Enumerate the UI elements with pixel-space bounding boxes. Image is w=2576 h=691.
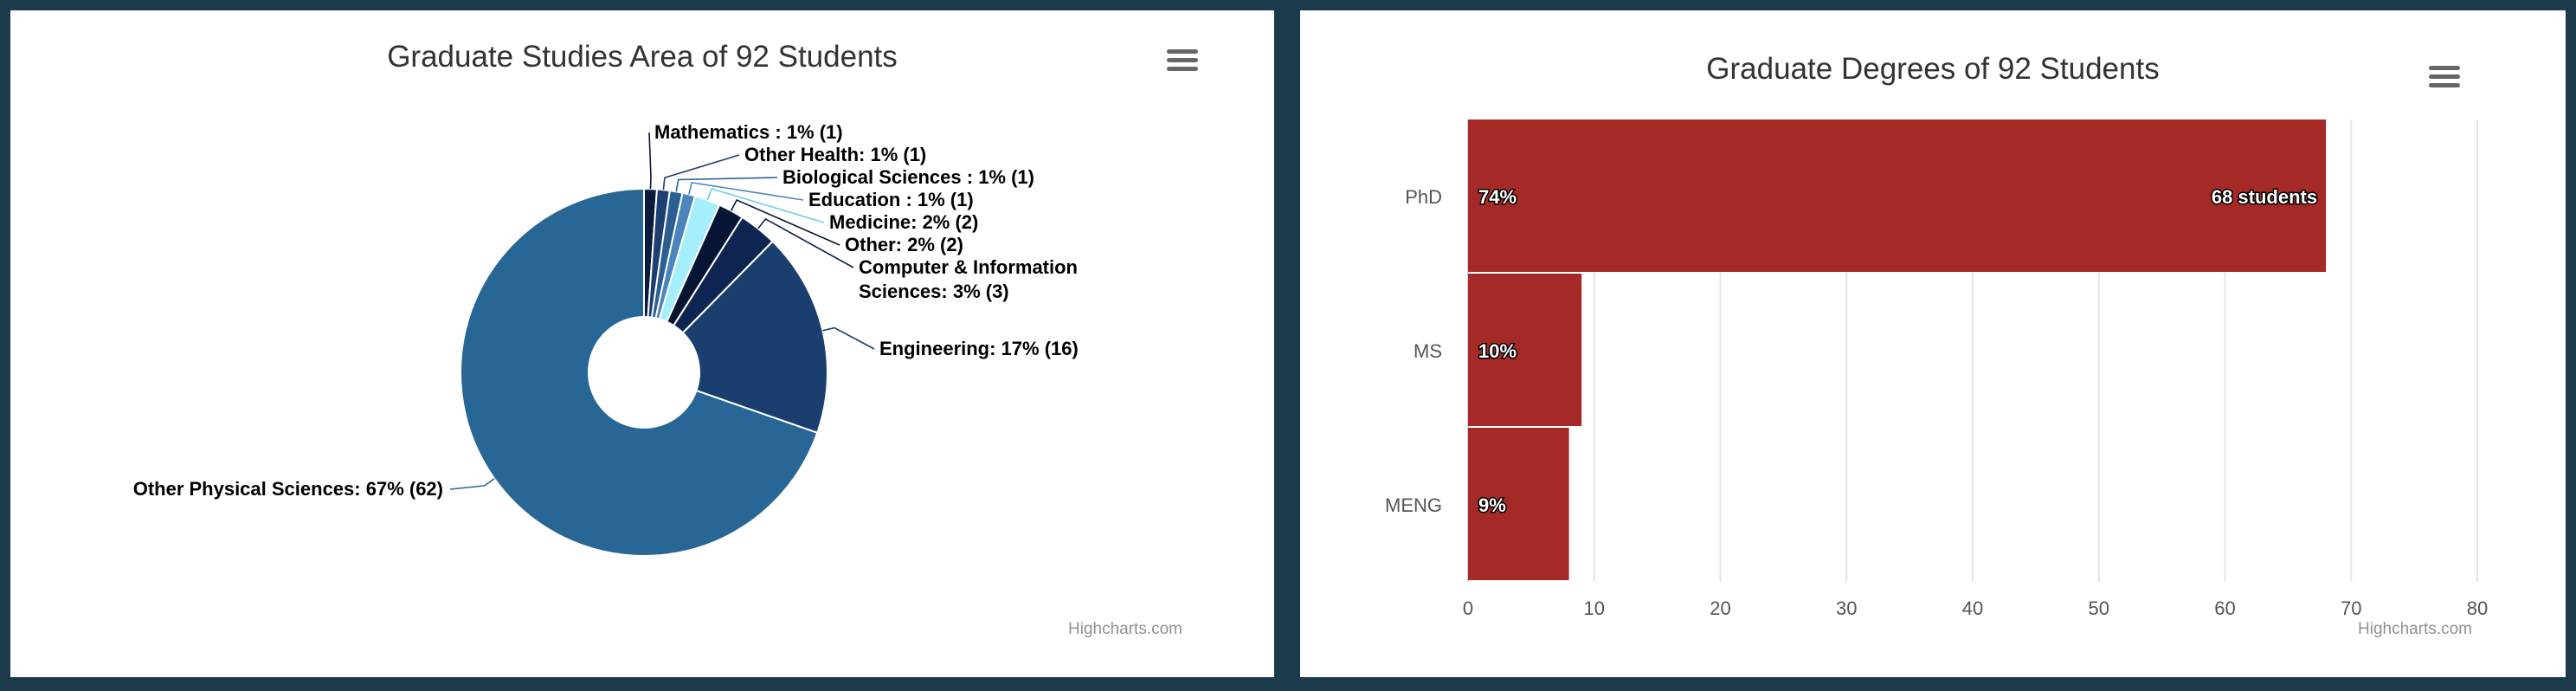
x-tick-label: 10	[1584, 597, 1605, 619]
x-tick-label: 60	[2214, 597, 2235, 619]
bar-value-label: 68 students	[2212, 186, 2317, 208]
x-tick-label: 80	[2467, 597, 2488, 619]
pie-data-label: Computer & Information Sciences: 3% (3)	[859, 256, 1078, 302]
y-category-label: PhD	[1405, 186, 1442, 208]
bar[interactable]	[1468, 274, 1582, 426]
pie-chart-panel: Mathematics : 1% (1) Other Health: 1% (1)…	[10, 10, 1274, 677]
bar-chart-credits[interactable]: Highcharts.com	[2358, 620, 2472, 638]
bar-chart-panel: 0 10 20 30 40 50 60 70 80 PhD 74% 68 students MS 10% M…	[1300, 10, 2566, 677]
bar-percent-label: 9%	[1478, 494, 1506, 516]
pie-connector	[688, 181, 804, 201]
pie-slice[interactable]	[681, 240, 828, 435]
pie-data-label: Other: 2% (2)	[845, 234, 963, 255]
y-category-label: MENG	[1385, 494, 1442, 516]
pie-connector	[730, 199, 840, 246]
pie-data-label: Engineering: 17% (16)	[879, 338, 1079, 359]
y-category-label: MS	[1414, 340, 1442, 362]
bar[interactable]	[1468, 428, 1569, 580]
pie-slice[interactable]	[460, 187, 819, 557]
pie-chart-menu-icon[interactable]	[1167, 48, 1198, 74]
pie-data-label: Medicine: 2% (2)	[829, 211, 978, 233]
x-tick-label: 30	[1836, 597, 1857, 619]
pie-connector	[675, 177, 778, 192]
pie-data-label: Other Physical Sciences: 67% (62)	[133, 478, 443, 500]
x-tick-label: 50	[2089, 597, 2109, 619]
pie-chart: Mathematics : 1% (1)Other Health: 1% (1)…	[133, 121, 1079, 557]
bar-percent-label: 74%	[1478, 186, 1517, 208]
pie-connector	[648, 132, 652, 190]
pie-connector	[822, 326, 875, 350]
bar-percent-label: 10%	[1478, 340, 1517, 362]
pie-connector	[757, 217, 854, 268]
bar[interactable]	[1468, 119, 2327, 272]
pie-chart-credits[interactable]: Highcharts.com	[1068, 620, 1182, 638]
pie-connector	[662, 154, 740, 191]
bar-chart-menu-icon[interactable]	[2429, 64, 2460, 90]
x-tick-label: 40	[1962, 597, 1983, 619]
x-tick-label: 0	[1463, 597, 1473, 619]
x-tick-label: 70	[2341, 597, 2361, 619]
x-tick-label: 20	[1710, 597, 1730, 619]
pie-chart-title: Graduate Studies Area of 92 Students	[387, 40, 898, 74]
pie-connector	[706, 187, 825, 223]
pie-data-label: Education : 1% (1)	[808, 189, 974, 210]
bar-chart: 0 10 20 30 40 50 60 70 80 PhD 74% 68 students MS 10% M…	[1385, 119, 2488, 619]
pie-connector	[449, 478, 495, 490]
bar-chart-title: Graduate Degrees of 92 Students	[1706, 52, 2160, 86]
pie-data-label: Biological Sciences : 1% (1)	[782, 166, 1034, 188]
pie-data-label: Mathematics : 1% (1)	[654, 121, 843, 143]
pie-data-label: Other Health: 1% (1)	[744, 144, 926, 165]
